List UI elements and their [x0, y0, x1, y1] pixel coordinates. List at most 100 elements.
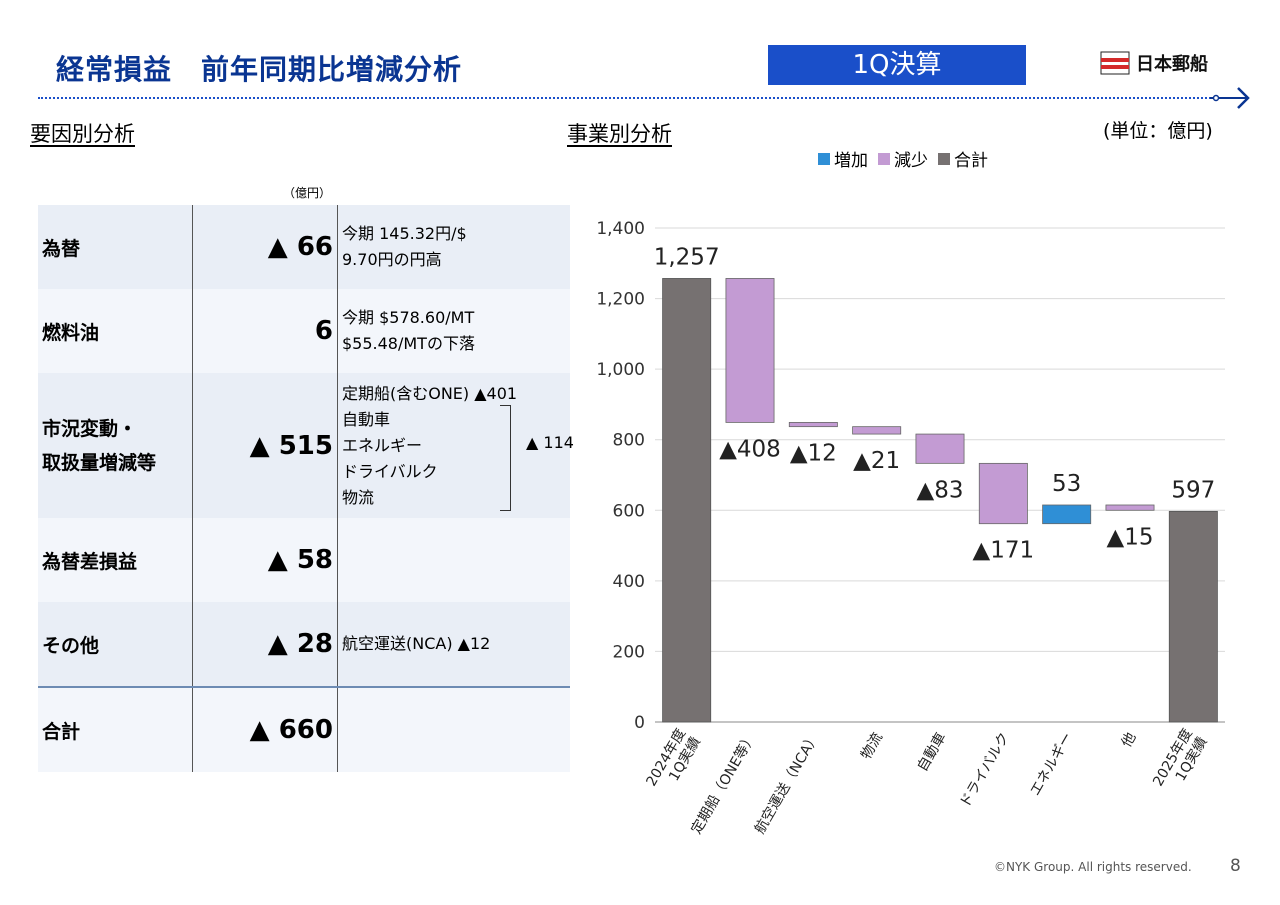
data-label: ▲12	[790, 441, 837, 467]
business-analysis-heading: 事業別分析	[567, 122, 672, 146]
data-label: 1,257	[654, 244, 720, 270]
data-label: ▲21	[853, 448, 900, 474]
y-tick-label: 200	[613, 642, 645, 662]
legend-swatch	[818, 152, 830, 165]
y-tick-label: 0	[634, 713, 645, 733]
header-divider	[38, 97, 1238, 99]
note-line: ドライバルク	[342, 461, 438, 481]
x-tick-line: 他	[1119, 730, 1140, 750]
y-tick-label: 1,000	[596, 360, 645, 380]
bar-decrease	[852, 426, 902, 435]
copyright: ©NYK Group. All rights reserved.	[994, 860, 1192, 874]
row-label: その他	[38, 602, 193, 686]
table-row: その他 ▲ 28 航空運送(NCA) ▲12	[38, 602, 570, 686]
row-label-line: 市況変動・	[42, 417, 138, 440]
bar-decrease	[978, 462, 1028, 525]
legend-label: 合計	[954, 151, 988, 171]
bracket-value: ▲ 114	[526, 433, 574, 452]
x-tick-label: 2024年度1Q実績	[644, 726, 704, 798]
note-line: $55.48/MTの下落	[342, 334, 475, 353]
data-label: 53	[1052, 471, 1081, 497]
bar-decrease	[915, 433, 965, 464]
legend-item-decrease: 減少	[878, 146, 928, 171]
factor-analysis-heading: 要因別分析	[30, 122, 135, 146]
legend-item-total: 合計	[938, 146, 988, 171]
note-line: エネルギー	[342, 435, 423, 455]
row-value: ▲ 58	[193, 518, 338, 602]
note-line: 自動車	[342, 409, 391, 429]
row-label: 燃料油	[38, 289, 193, 373]
row-label: 市況変動・ 取扱量増減等	[38, 373, 193, 518]
row-value: ▲ 28	[193, 602, 338, 686]
x-tick-line: 航空運送（NCA）	[752, 730, 823, 837]
legend-label: 減少	[894, 151, 928, 171]
note-line: 今期 145.32円/$	[342, 224, 467, 243]
x-tick-line: ドライバルク	[957, 730, 1013, 811]
bar-total	[662, 278, 712, 723]
row-label: 為替	[38, 205, 193, 289]
arrow-right-icon	[1210, 87, 1250, 109]
chart-legend: 増加 減少 合計	[818, 146, 988, 171]
data-label: 597	[1171, 477, 1215, 503]
bracket	[500, 405, 511, 511]
x-tick-label: エネルギー	[1027, 730, 1076, 799]
bar-decrease	[1105, 504, 1155, 511]
factor-table: 為替 ▲ 66 今期 145.32円/$ 9.70円の円高 燃料油 6 今期 $…	[38, 205, 574, 772]
row-value: ▲ 515	[193, 373, 338, 518]
x-tick-line: 物流	[858, 730, 886, 762]
row-note	[338, 688, 570, 772]
chart-unit: (単位：億円)	[1103, 120, 1213, 142]
row-label-line: 取扱量増減等	[42, 451, 157, 474]
company-logo: 日本郵船	[1100, 48, 1240, 78]
x-tick-label: 自動車	[914, 730, 950, 775]
x-tick-label: 他	[1119, 730, 1140, 750]
x-tick-label: 物流	[858, 730, 886, 762]
row-note: 今期 145.32円/$ 9.70円の円高	[338, 205, 570, 289]
waterfall-chart: 0 200 400 600 800 1,000 1,200 1,400 1,257 2024年度1…	[596, 219, 1225, 837]
factor-unit: （億円）	[283, 186, 332, 200]
note-line: 航空運送(NCA) ▲12	[342, 634, 491, 653]
row-note: 今期 $578.60/MT $55.48/MTの下落	[338, 289, 570, 373]
flag-icon	[1100, 51, 1130, 75]
y-tick-label: 600	[613, 501, 645, 521]
x-tick-line: エネルギー	[1027, 730, 1076, 799]
y-tick-label: 1,400	[596, 219, 645, 239]
row-label: 為替差損益	[38, 518, 193, 602]
row-note: 航空運送(NCA) ▲12	[338, 602, 570, 686]
table-row-total: 合計 ▲ 660	[38, 686, 570, 772]
x-tick-label: 航空運送（NCA）	[752, 730, 823, 837]
x-tick-label: 2025年度1Q実績	[1150, 726, 1210, 798]
note-line: 物流	[342, 487, 375, 507]
row-value: 6	[193, 289, 338, 373]
bar-increase	[1042, 504, 1092, 525]
y-tick-label: 400	[613, 572, 645, 592]
data-label: ▲15	[1107, 524, 1154, 550]
legend-item-increase: 増加	[818, 146, 868, 171]
table-row: 燃料油 6 今期 $578.60/MT $55.48/MTの下落	[38, 289, 570, 373]
row-value: ▲ 660	[193, 688, 338, 772]
note-line: 9.70円の円高	[342, 250, 442, 269]
table-row: 市況変動・ 取扱量増減等 ▲ 515 定期船(含むONE) ▲401 自動車 エ…	[38, 373, 574, 518]
x-tick-label: ドライバルク	[957, 730, 1013, 811]
y-tick-label: 1,200	[596, 290, 645, 310]
note-line: 定期船(含むONE) ▲401	[342, 383, 518, 403]
note-line: 今期 $578.60/MT	[342, 308, 475, 327]
page-number: 8	[1230, 856, 1241, 876]
logo-text: 日本郵船	[1136, 54, 1208, 75]
bar-decrease	[725, 278, 775, 423]
table-row: 為替 ▲ 66 今期 145.32円/$ 9.70円の円高	[38, 205, 570, 289]
bar-total	[1168, 510, 1218, 723]
row-note	[338, 518, 570, 602]
table-row: 為替差損益 ▲ 58	[38, 518, 570, 602]
data-label: ▲408	[719, 436, 781, 462]
x-tick-line: 自動車	[914, 730, 950, 775]
legend-label: 増加	[834, 151, 868, 171]
data-label: ▲83	[917, 477, 964, 503]
legend-swatch	[878, 152, 890, 165]
page-title: 経常損益 前年同期比増減分析	[56, 53, 463, 86]
data-label: ▲171	[973, 538, 1035, 564]
row-label: 合計	[38, 688, 193, 772]
bar-decrease	[788, 422, 838, 428]
legend-swatch	[938, 152, 950, 165]
y-tick-label: 800	[613, 431, 645, 451]
